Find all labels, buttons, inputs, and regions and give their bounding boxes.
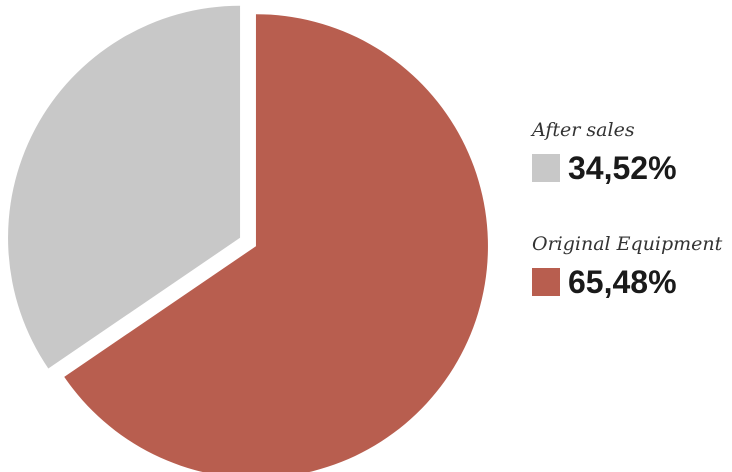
legend-row-after-sales: 34,52% — [532, 150, 677, 186]
legend-label-original-equipment: Original Equipment — [532, 233, 723, 255]
legend-row-original-equipment: 65,48% — [532, 264, 722, 300]
legend-value-after-sales: 34,52% — [568, 150, 677, 186]
pie-slice-after-sales — [8, 5, 241, 369]
legend-value-original-equipment: 65,48% — [568, 264, 677, 300]
pie-slice-original-equipment — [64, 14, 488, 472]
pie-chart — [8, 5, 488, 472]
legend-swatch-after-sales — [532, 154, 560, 182]
legend-swatch-original-equipment — [532, 268, 560, 296]
legend-label-after-sales: After sales — [532, 119, 635, 141]
legend-entry-after-sales: After sales 34,52% — [532, 118, 677, 186]
legend-entry-original-equipment: Original Equipment 65,48% — [532, 232, 722, 300]
